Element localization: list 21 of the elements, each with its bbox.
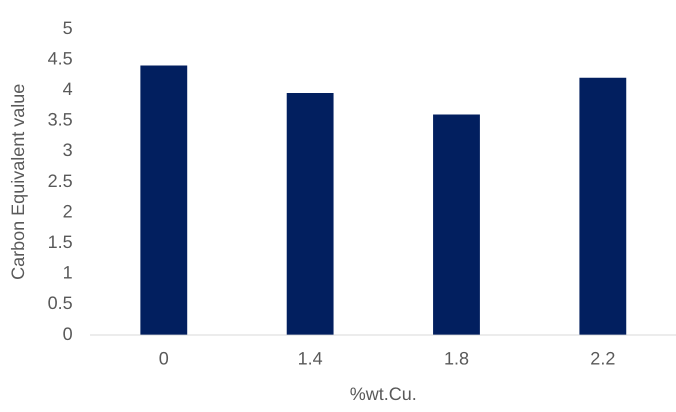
- y-tick-label: 3: [62, 140, 73, 160]
- y-tick-label: 0: [62, 324, 73, 344]
- y-tick-label: 4.5: [48, 48, 73, 68]
- y-tick-label: 1.5: [48, 232, 73, 252]
- y-tick-label: 4: [62, 78, 73, 99]
- x-tick-label: 2.2: [590, 348, 616, 369]
- y-tick-label: 3.5: [48, 110, 73, 130]
- y-tick-label: 5: [62, 18, 73, 38]
- y-tick-label: 0.5: [48, 293, 73, 314]
- x-tick-label: 0: [158, 348, 169, 369]
- x-tick-label: 1.8: [444, 348, 469, 369]
- bar: [579, 78, 626, 335]
- bar: [433, 114, 480, 335]
- bar: [286, 93, 334, 335]
- y-tick-label: 1: [62, 262, 73, 283]
- y-tick-label: 2: [62, 201, 73, 222]
- y-tick-label: 2.5: [48, 170, 73, 191]
- x-axis-title: %wt.Cu.: [350, 384, 417, 404]
- x-tick-label: 1.4: [298, 348, 323, 369]
- bar: [140, 66, 188, 335]
- y-axis-title: Carbon Equivalent value: [8, 84, 28, 280]
